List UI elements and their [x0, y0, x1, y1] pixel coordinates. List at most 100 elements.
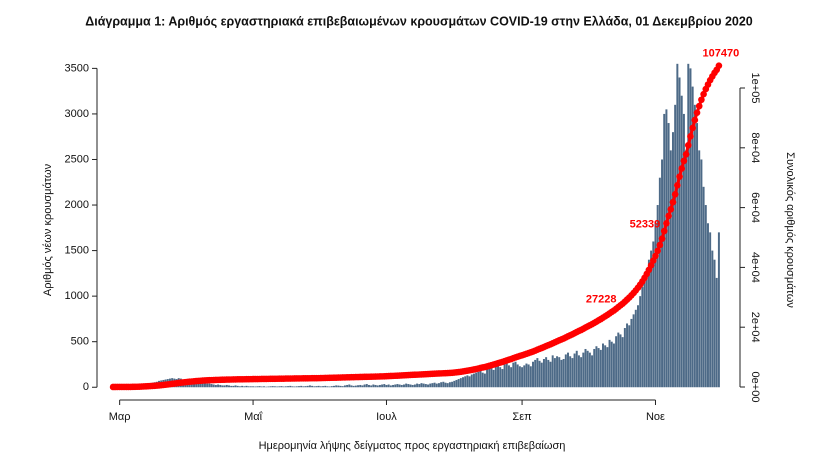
bar — [549, 361, 552, 388]
bar — [551, 355, 554, 388]
bar — [536, 358, 539, 388]
bar — [293, 386, 296, 388]
bar — [389, 385, 392, 388]
bar — [567, 352, 569, 388]
bar — [335, 385, 338, 388]
bar — [477, 371, 480, 388]
bar — [507, 365, 510, 388]
bar — [381, 384, 384, 388]
bar — [580, 357, 583, 388]
y2-tick-label: 0e+00 — [749, 372, 761, 403]
bar — [278, 386, 281, 388]
bar — [691, 86, 694, 388]
bar — [228, 385, 230, 388]
bar — [628, 325, 631, 388]
cumulative-point — [693, 109, 701, 117]
y2-tick-label: 6e+04 — [749, 192, 761, 223]
bar — [499, 367, 502, 388]
bar — [586, 350, 589, 388]
bar — [328, 386, 331, 388]
bar — [510, 367, 513, 388]
x-axis-label: Ημερομηνία λήψης δείγματος προς εργαστηρ… — [259, 440, 566, 452]
bar — [221, 385, 224, 388]
bar — [249, 386, 252, 388]
bar — [702, 186, 705, 388]
y-tick-label: 3500 — [65, 62, 89, 74]
bar — [363, 384, 366, 388]
bar — [584, 348, 587, 388]
bar — [706, 223, 709, 388]
bar — [486, 369, 489, 388]
y2-tick-label: 4e+04 — [749, 252, 761, 283]
bar — [424, 384, 427, 388]
cumulative-point — [700, 90, 707, 98]
bar — [254, 386, 257, 388]
bar — [689, 68, 692, 388]
bar — [289, 385, 292, 388]
bar — [501, 369, 504, 388]
bar — [602, 343, 604, 388]
bar — [243, 386, 246, 388]
bar — [409, 384, 412, 388]
bar — [448, 382, 451, 388]
bar — [444, 382, 447, 388]
bar — [394, 384, 397, 388]
bar — [516, 364, 519, 388]
bar — [308, 385, 311, 388]
bar — [538, 360, 541, 388]
y-tick-label: 2000 — [65, 199, 89, 211]
bar — [359, 384, 362, 388]
bar — [269, 386, 272, 388]
bar — [219, 384, 222, 388]
bar — [696, 123, 699, 388]
bar — [599, 349, 602, 388]
annotation: 107470 — [703, 48, 740, 60]
bar — [418, 384, 421, 388]
cumulative-point — [676, 173, 683, 180]
bar — [238, 386, 241, 388]
bar — [256, 386, 259, 388]
bar — [282, 386, 285, 388]
bar — [284, 386, 287, 388]
bar — [678, 77, 681, 388]
bar — [265, 386, 268, 388]
bar — [339, 385, 342, 388]
cumulative-point — [663, 219, 670, 227]
cumulative-point — [684, 141, 692, 149]
cumulative-point — [658, 235, 666, 242]
bar — [470, 374, 473, 388]
bar — [610, 341, 613, 388]
cumulative-point — [678, 165, 686, 172]
y-tick-label: 3000 — [65, 108, 89, 120]
bar — [645, 268, 648, 388]
bar — [214, 384, 217, 388]
bar — [385, 384, 388, 388]
bar — [400, 384, 403, 388]
bar — [464, 376, 467, 388]
bar — [451, 381, 454, 388]
bar — [532, 361, 534, 388]
bar — [556, 356, 559, 388]
bar — [437, 383, 440, 388]
bar — [333, 385, 335, 388]
bar — [573, 353, 576, 388]
bar — [311, 385, 314, 388]
x-tick-label: Σεπ — [512, 411, 532, 423]
bar — [199, 382, 202, 388]
bar — [260, 386, 263, 388]
bar — [606, 347, 609, 388]
bar — [540, 362, 543, 388]
x-tick-label: Ιουλ — [376, 411, 397, 423]
bar — [527, 364, 530, 388]
bar — [671, 132, 674, 388]
cumulative-point — [669, 198, 677, 206]
x-tick-label: Μαΐ — [244, 411, 263, 423]
bar — [287, 386, 290, 388]
bar — [505, 363, 508, 388]
bar — [643, 277, 646, 388]
bar — [367, 384, 370, 388]
cumulative-point — [687, 133, 694, 140]
bar — [680, 95, 683, 388]
bar — [232, 385, 235, 388]
